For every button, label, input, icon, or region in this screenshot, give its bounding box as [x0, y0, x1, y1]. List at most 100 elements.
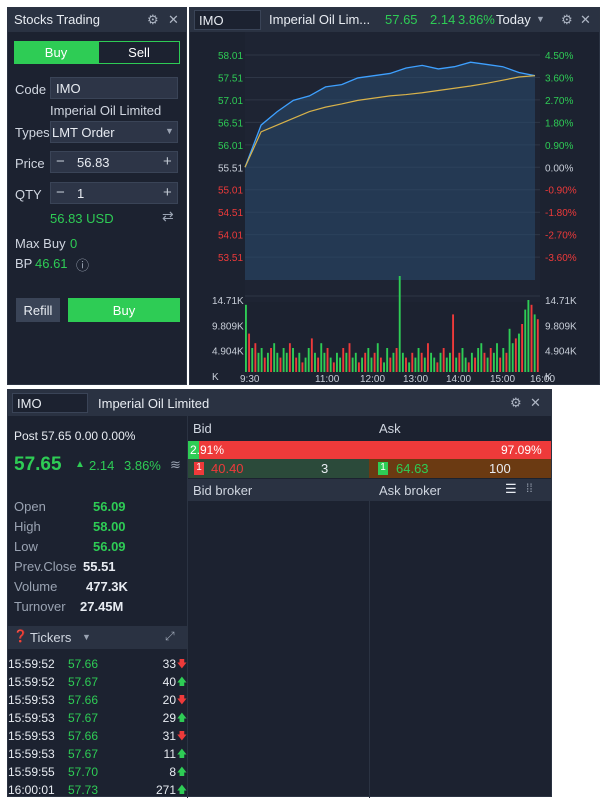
- ticker-qty: 31: [162, 729, 176, 743]
- x-tick: 11:00: [315, 374, 340, 384]
- ticker-qty: 271: [155, 783, 176, 797]
- tab-sell[interactable]: Sell: [98, 41, 180, 64]
- y-tick-left: 56.51: [218, 118, 243, 129]
- volume-bar: [370, 357, 373, 372]
- quote-panel: IMO Imperial Oil Limited ⚙ ✕ Post 57.65 …: [7, 389, 552, 798]
- price-volume-chart[interactable]: 58.01 4.50% 57.51 3.60% 57.01 2.70% 56.51 1.80%…: [190, 32, 599, 384]
- range-select[interactable]: Today: [496, 12, 531, 27]
- y-tick-left: 55.51: [218, 163, 243, 174]
- quote-symbol-value: IMO: [17, 396, 42, 411]
- volume-bar: [405, 357, 407, 372]
- quote-symbol-input[interactable]: IMO: [12, 393, 88, 413]
- stat-value: 55.51: [83, 559, 116, 574]
- gear-icon[interactable]: ⚙: [561, 12, 573, 27]
- volume-bar: [401, 352, 404, 372]
- y-tick-right: -0.90%: [545, 186, 577, 197]
- swap-icon[interactable]: ⇄: [162, 208, 174, 224]
- trading-title: Stocks Trading: [14, 12, 100, 27]
- ticker-price: 57.67: [68, 747, 99, 761]
- y-tick-right: 2.70%: [545, 96, 573, 107]
- ticker-time: 15:59:52: [8, 675, 55, 689]
- chevron-down-icon[interactable]: ▼: [82, 632, 91, 642]
- x-tick: 15:00: [490, 374, 515, 384]
- close-icon[interactable]: ✕: [580, 12, 591, 27]
- stat-label: Volume: [14, 579, 58, 594]
- vol-tick-left: 9.809K: [212, 321, 244, 332]
- stat-value: 56.09: [93, 499, 126, 514]
- volume-bar: [351, 357, 354, 372]
- volume-bar: [514, 338, 517, 372]
- ticker-price: 57.73: [68, 783, 99, 797]
- close-icon[interactable]: ✕: [168, 12, 179, 27]
- volume-bar: [282, 348, 285, 372]
- gear-icon[interactable]: ⚙: [510, 395, 522, 410]
- ticker-qty: 8: [169, 765, 176, 779]
- ticker-row: 15:59:52 57.67 40 🡅: [8, 675, 190, 692]
- volume-bar: [329, 357, 332, 372]
- refill-button[interactable]: Refill: [16, 298, 60, 322]
- minus-icon[interactable]: −: [56, 184, 65, 201]
- volume-bar: [430, 352, 433, 372]
- volume-bar: [470, 352, 473, 372]
- ticker-time: 15:59:53: [8, 693, 55, 707]
- qty-stepper[interactable]: − 1 +: [50, 182, 178, 204]
- ticker-time: 15:59:53: [8, 711, 55, 725]
- volume-bar: [480, 343, 483, 372]
- quote-company: Imperial Oil Limited: [98, 396, 210, 411]
- volume-bar: [251, 348, 254, 372]
- quote-pct: 3.86%: [124, 458, 161, 473]
- stat-value: 56.09: [93, 539, 126, 554]
- help-icon[interactable]: ❓: [13, 629, 28, 643]
- tickers-header: ❓ Tickers ▼ ⤢: [8, 626, 187, 649]
- info-icon[interactable]: ⓘ: [76, 258, 90, 273]
- minus-icon[interactable]: −: [56, 153, 65, 170]
- plus-icon[interactable]: +: [163, 153, 172, 170]
- volume-bar: [436, 362, 439, 372]
- volume-bar: [521, 324, 524, 372]
- volume-bar: [336, 352, 338, 372]
- price-stepper[interactable]: − 56.83 +: [50, 151, 178, 173]
- volume-bar: [254, 343, 257, 372]
- broker-divider: [369, 501, 370, 798]
- grid-view-icon[interactable]: ⁞⁞: [526, 481, 533, 495]
- close-icon[interactable]: ✕: [530, 395, 541, 410]
- expand-icon[interactable]: ⤢: [165, 629, 175, 643]
- volume-bar: [442, 348, 445, 372]
- list-view-icon[interactable]: ☰: [505, 481, 517, 496]
- chart-toggle-icon[interactable]: ≋: [170, 457, 181, 472]
- tab-buy[interactable]: Buy: [14, 41, 98, 64]
- volume-bar: [439, 352, 442, 372]
- order-book: Bid Ask 2.91% 97.09% 1 40.40 3 1 64.63 1…: [188, 416, 551, 798]
- bid-level-row[interactable]: 1 40.40 3: [188, 459, 369, 478]
- volume-bar: [248, 333, 251, 372]
- volume-bar: [288, 343, 291, 372]
- volume-bar: [392, 352, 395, 372]
- volume-bar: [310, 338, 313, 372]
- chart-company: Imperial Oil Lim...: [269, 12, 371, 27]
- ask-broker-label: Ask broker: [379, 483, 442, 498]
- ask-level-row[interactable]: 1 64.63 100: [369, 459, 551, 478]
- code-input[interactable]: IMO: [50, 77, 178, 99]
- max-buy-value: 0: [70, 236, 78, 251]
- volume-bar: [536, 319, 539, 372]
- plus-icon[interactable]: +: [163, 184, 172, 201]
- bid-ask-ratio-bar: 2.91% 97.09%: [188, 441, 551, 459]
- chevron-down-icon[interactable]: ▼: [536, 14, 545, 24]
- stat-label: High: [14, 519, 41, 534]
- order-type-select[interactable]: LMT Order ▼: [50, 121, 178, 143]
- gear-icon[interactable]: ⚙: [147, 12, 159, 27]
- volume-bar: [348, 343, 351, 372]
- volume-bar: [323, 352, 326, 372]
- volume-bar: [304, 357, 307, 372]
- max-buy-label: Max Buy: [15, 236, 66, 251]
- vol-tick-right: 4.904K: [545, 347, 577, 358]
- volume-bar: [477, 348, 480, 372]
- volume-bar: [445, 357, 448, 372]
- volume-bar: [524, 309, 527, 372]
- x-tick: 12:00: [360, 374, 385, 384]
- y-tick-left: 58.01: [218, 51, 243, 62]
- symbol-input[interactable]: IMO: [194, 10, 261, 30]
- buy-button[interactable]: Buy: [68, 298, 180, 322]
- y-tick-right: 0.00%: [545, 163, 573, 174]
- volume-bar: [420, 352, 423, 372]
